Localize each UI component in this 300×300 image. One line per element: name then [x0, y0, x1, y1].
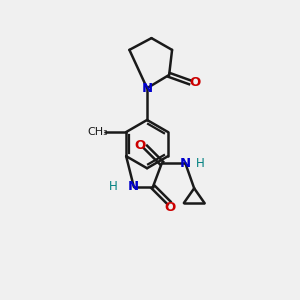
Text: N: N [142, 82, 153, 95]
Text: N: N [180, 157, 191, 170]
Text: H: H [109, 180, 118, 193]
Text: O: O [135, 139, 146, 152]
Text: O: O [164, 201, 175, 214]
Text: N: N [128, 180, 140, 193]
Text: H: H [196, 157, 204, 170]
Text: O: O [189, 76, 201, 89]
Text: CH₃: CH₃ [87, 127, 108, 137]
